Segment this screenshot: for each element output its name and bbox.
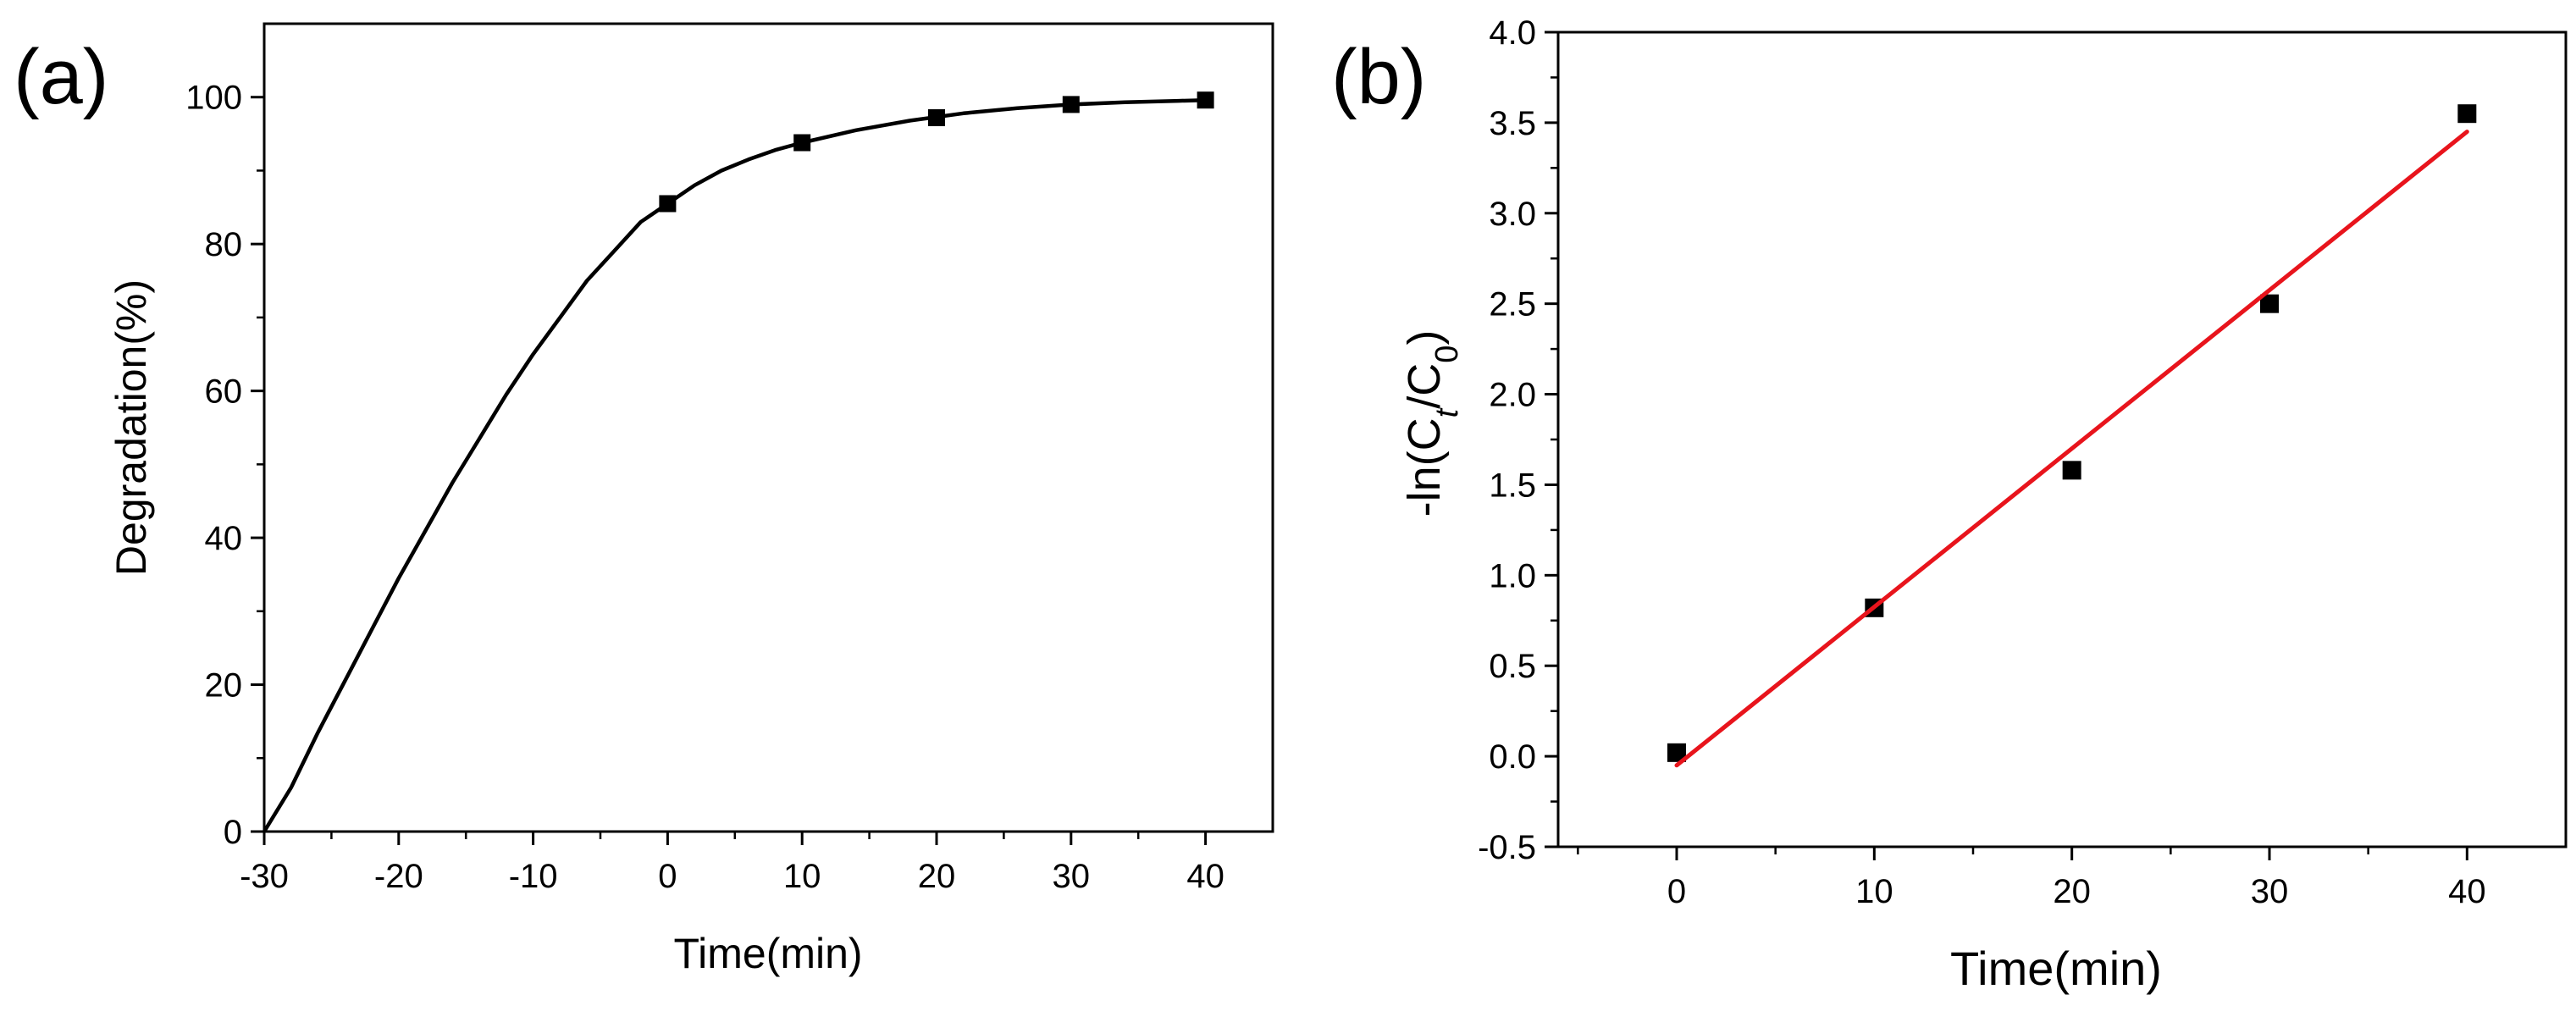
y-tick-label: 2.0 (1489, 377, 1536, 414)
panel-label-a: (a) (14, 34, 108, 120)
axis-ticks-a (251, 96, 1208, 845)
x-tick-label: 10 (1855, 873, 1893, 910)
y-tick-label: 4.0 (1489, 14, 1536, 52)
series-b (1667, 104, 2477, 768)
x-tick-label: 30 (1053, 858, 1091, 895)
y-tick-label: 0.0 (1489, 738, 1536, 776)
panel-a: (a) -30 -20 -10 0 10 20 30 40 0 20 40 60 80 100 Time… (14, 22, 1274, 977)
data-point (793, 134, 811, 152)
y-tick-label: 2.5 (1489, 286, 1536, 323)
x-tick-label: 10 (783, 858, 821, 895)
x-axis-title-b: Time(min) (1950, 942, 2162, 995)
x-tick-label: 0 (658, 858, 677, 895)
x-tick-label: -20 (374, 858, 423, 895)
x-tick-label: -30 (240, 858, 289, 895)
data-point (1062, 96, 1080, 113)
axis-ticks-b (1545, 30, 2468, 860)
panel-label-b: (b) (1331, 34, 1426, 120)
plot-frame-a (263, 22, 1274, 833)
x-axis-title-a: Time(min) (673, 930, 862, 977)
x-tick-label: 20 (2053, 873, 2091, 910)
x-tick-labels-a: -30 -20 -10 0 10 20 30 40 (240, 858, 1224, 895)
data-point (659, 195, 677, 213)
x-tick-label: 20 (918, 858, 956, 895)
data-point (2062, 461, 2081, 480)
y-axis-title-b: -ln(Ct/C0) (1399, 330, 1465, 517)
data-point (928, 109, 945, 127)
y-tick-label: 20 (205, 667, 243, 705)
x-tick-label: 40 (2448, 873, 2486, 910)
y-axis-title-b-sub-0: 0 (1429, 345, 1465, 363)
data-point (2457, 104, 2477, 124)
x-tick-label: 0 (1667, 873, 1686, 910)
y-tick-label: 3.5 (1489, 105, 1536, 142)
y-tick-label: 100 (185, 80, 242, 117)
data-point (1197, 91, 1214, 109)
y-tick-label: 0.5 (1489, 648, 1536, 685)
y-tick-label: 3.0 (1489, 196, 1536, 233)
plot-frame-b (1556, 30, 2568, 848)
data-point (1667, 743, 1686, 762)
y-tick-label: 0 (224, 814, 242, 851)
y-tick-label: -0.5 (1478, 829, 1536, 866)
y-axis-title-b-part2: /C (1399, 363, 1450, 409)
y-tick-labels-b: -0.5 0.0 0.5 1.0 1.5 2.0 2.5 3.0 3.5 4.0 (1478, 14, 1536, 866)
panel-b: (b) 0 10 20 30 40 -0.5 0.0 0.5 1.0 1.5 2.0 2.5 3.0 3… (1331, 14, 2568, 995)
y-axis-title-b-part1: -ln(C (1399, 417, 1450, 517)
x-tick-labels-b: 0 10 20 30 40 (1667, 873, 2486, 910)
data-point (2260, 294, 2279, 313)
y-tick-label: 80 (205, 226, 243, 263)
fit-line (1674, 130, 2469, 768)
y-axis-title-b-part3: ) (1399, 330, 1450, 345)
y-axis-title-b-sub-t: t (1429, 407, 1465, 417)
y-tick-label: 60 (205, 373, 243, 411)
y-tick-label: 1.5 (1489, 467, 1536, 504)
y-tick-label: 1.0 (1489, 557, 1536, 594)
y-axis-title-a: Degradation(%) (108, 279, 155, 576)
degradation-curve (262, 97, 1208, 834)
y-tick-label: 40 (205, 520, 243, 557)
series-a (262, 91, 1214, 834)
x-tick-label: -10 (509, 858, 558, 895)
x-tick-label: 30 (2251, 873, 2289, 910)
x-tick-label: 40 (1186, 858, 1224, 895)
y-tick-labels-a: 0 20 40 60 80 100 (185, 80, 242, 851)
